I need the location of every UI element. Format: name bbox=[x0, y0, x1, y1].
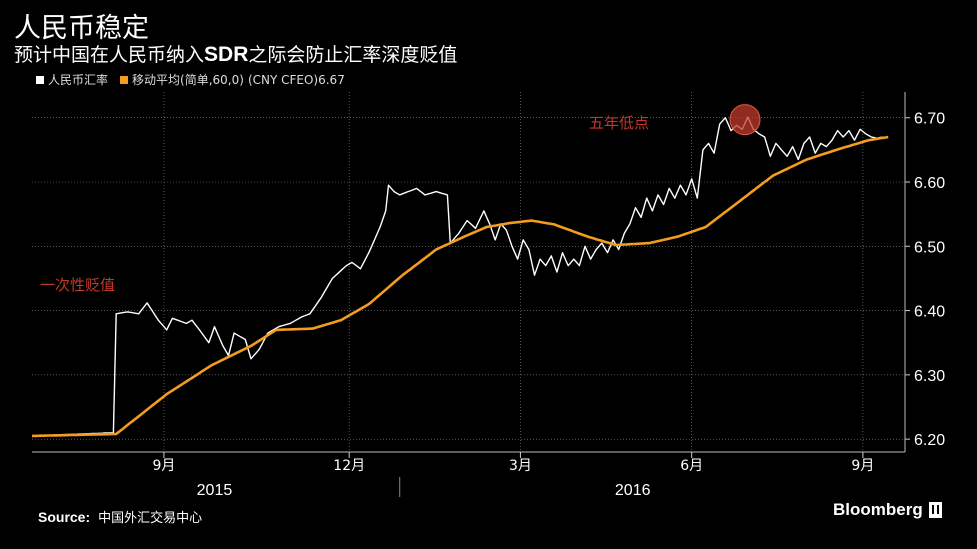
year-label: 2015 bbox=[197, 482, 233, 499]
subtitle-before: 预计中国在人民币纳入 bbox=[14, 44, 205, 66]
source-note: Source: 中国外汇交易中心 bbox=[38, 507, 202, 526]
chart-title: 人民币稳定 bbox=[14, 13, 149, 44]
subtitle-after: 之际会防止汇率深度贬值 bbox=[248, 44, 458, 66]
xtick-label: 12月 bbox=[333, 458, 365, 474]
legend-swatch-fx bbox=[36, 75, 44, 84]
low-point-marker bbox=[729, 104, 761, 136]
grid bbox=[32, 92, 905, 452]
chart-subtitle: 预计中国在人民币纳入SDR之际会防止汇率深度贬值 bbox=[14, 40, 457, 67]
legend-label-ma: 移动平均 bbox=[132, 73, 181, 87]
fx-rate-line bbox=[31, 116, 883, 437]
legend: 人民币汇率 移动平均 (简单,60,0) (CNY CFEO) 6.67 bbox=[36, 71, 345, 88]
ytick-label: 6.40 bbox=[914, 304, 945, 321]
brand-text: Bloomberg bbox=[833, 500, 923, 519]
xtick-label: 9月 bbox=[851, 458, 874, 474]
ytick-label: 6.50 bbox=[914, 239, 945, 256]
legend-ticker: (CNY CFEO) bbox=[247, 72, 319, 87]
legend-ma-params: (简单,60,0) bbox=[180, 73, 244, 87]
legend-swatch-ma bbox=[120, 75, 129, 84]
axes: 6.70 6.60 6.50 6.40 6.30 6.20 9月 12月 3月 6月 9月 2015 2… bbox=[32, 92, 945, 499]
source-text: 中国外汇交易中心 bbox=[98, 511, 203, 526]
ytick-label: 6.20 bbox=[914, 432, 945, 449]
xtick-label: 3月 bbox=[509, 458, 532, 474]
subtitle-sdr: SDR bbox=[204, 43, 249, 66]
ytick-label: 6.30 bbox=[914, 368, 945, 385]
moving-average-line bbox=[32, 135, 889, 438]
bloomberg-logo: Bloomberg bbox=[833, 500, 942, 520]
ytick-label: 6.60 bbox=[914, 175, 945, 192]
xtick-label: 9月 bbox=[152, 458, 175, 474]
series-layer bbox=[31, 116, 889, 438]
annotation-devaluation: 一次性贬值 bbox=[40, 276, 115, 294]
annotations: 一次性贬值 五年低点 bbox=[40, 104, 761, 294]
ytick-label: 6.70 bbox=[914, 111, 945, 128]
bloomberg-icon bbox=[928, 502, 942, 518]
annotation-five-year-low: 五年低点 bbox=[589, 114, 649, 132]
legend-label-fx: 人民币汇率 bbox=[48, 73, 109, 87]
legend-last-value: 6.67 bbox=[318, 72, 345, 87]
year-label: 2016 bbox=[615, 482, 651, 499]
source-label: Source: bbox=[38, 509, 91, 525]
xtick-label: 6月 bbox=[680, 458, 703, 474]
